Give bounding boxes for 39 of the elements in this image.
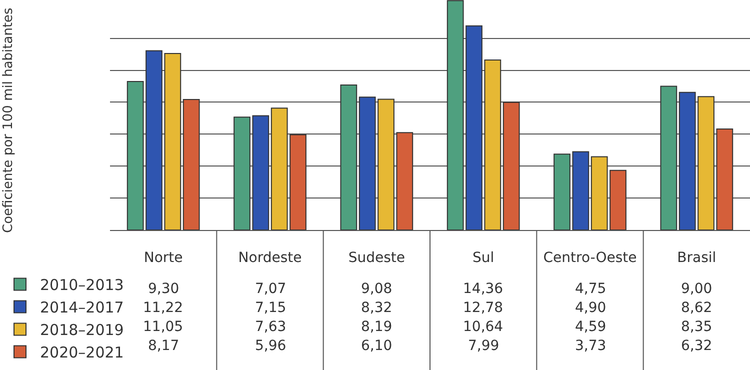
data-label: 9,08 [361,281,392,297]
x-tick-label: Nordeste [238,250,302,266]
bar [182,99,200,230]
data-label: 6,10 [361,338,392,354]
x-tick-label: Norte [144,250,183,266]
data-label: 9,00 [681,281,712,297]
legend-label: 2018–2019 [40,321,124,340]
bar [340,84,358,230]
data-label: 9,30 [148,281,180,297]
text: Coeficiente por 100 mil habitantes [1,7,16,233]
bar [660,86,678,230]
data-label: 12,78 [463,300,504,316]
data-label: 8,17 [148,338,180,354]
bar [502,102,520,230]
legend-label: 2014–2017 [40,298,124,317]
data-label: 3,73 [575,338,606,354]
data-label: 8,62 [681,300,712,316]
x-tick-label: Brasil [677,250,716,266]
data-label: 8,35 [681,319,712,335]
data-label: 7,15 [255,300,286,316]
data-label: 11,05 [143,319,184,335]
data-label: 11,22 [143,300,184,316]
data-label: 8,19 [361,319,392,335]
data-label: 7,07 [255,281,286,297]
data-label: 8,32 [361,300,392,316]
x-tick-label: Sudeste [348,250,405,266]
data-label: 14,36 [463,281,504,297]
data-label: 4,90 [575,300,606,316]
data-label: 7,99 [468,338,500,354]
x-tick-label: Centro-Oeste [543,250,637,266]
x-tick-label: Sul [472,250,494,266]
legend-label: 2010–2013 [40,276,124,294]
legend-label: 2020–2021 [40,344,124,362]
data-label: 7,63 [255,319,286,335]
data-label: 4,59 [575,319,606,335]
data-label: 5,96 [255,338,286,354]
data-label: 4,75 [575,281,606,297]
data-label: 10,64 [463,319,504,335]
data-label: 6,32 [681,338,712,354]
